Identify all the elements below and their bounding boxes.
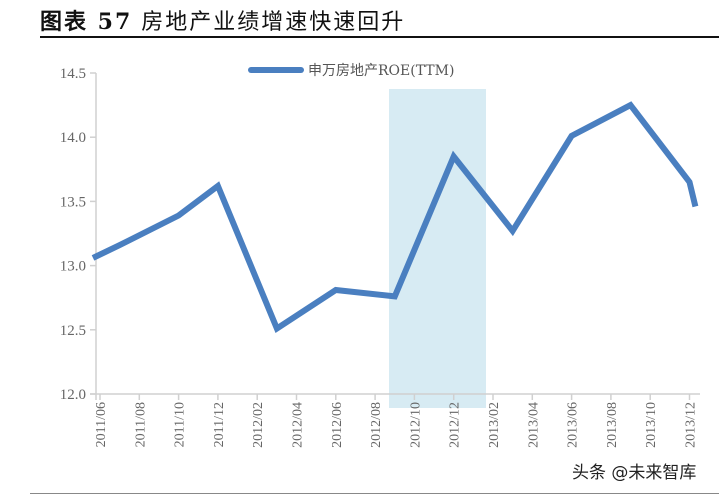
x-tick-label: 2012/02	[251, 402, 266, 448]
y-tick-label: 13.0	[60, 259, 86, 275]
chart-legend: 申万房地产ROE(TTM)	[248, 63, 454, 79]
chart-axes: 12.0 12.5 13.0 13.5 14.0 14.5 2011/06 2011/08 20…	[60, 66, 700, 448]
figure-title: 图表 57 房地产业绩增速快速回升	[40, 4, 405, 36]
y-tick-label: 12.5	[60, 323, 86, 339]
y-tick-label: 14.0	[60, 130, 86, 146]
legend-label: 申万房地产ROE(TTM)	[308, 63, 454, 79]
x-tick-label: 2011/08	[133, 402, 148, 447]
figure-label: 图表 57	[40, 9, 133, 35]
x-tick-label: 2012/10	[408, 402, 423, 448]
y-tick-label: 14.5	[60, 66, 86, 82]
y-tick-label: 13.5	[60, 194, 86, 210]
x-tick-label: 2013/04	[526, 402, 541, 448]
watermark: 头条 @未来智库	[572, 463, 697, 483]
y-tick-label: 12.0	[60, 387, 86, 403]
x-tick-label: 2013/06	[566, 402, 581, 448]
x-tick-label: 2011/06	[94, 402, 109, 447]
shaded-region	[389, 89, 486, 408]
x-tick-label: 2012/12	[448, 402, 463, 448]
x-tick-label: 2013/08	[605, 402, 620, 448]
series-line	[91, 101, 699, 333]
figure-title-text: 房地产业绩增速快速回升	[141, 10, 406, 35]
highlight-band	[389, 89, 486, 408]
x-tick-label: 2011/12	[212, 402, 227, 447]
x-tick-label: 2013/02	[487, 402, 502, 448]
x-tick-label: 2012/08	[369, 402, 384, 448]
title-divider	[40, 36, 719, 38]
x-tick-label: 2011/10	[173, 402, 188, 447]
data-series	[91, 101, 699, 333]
x-tick-label: 2012/06	[330, 402, 345, 448]
bottom-divider	[30, 493, 719, 494]
x-tick-label: 2013/10	[644, 402, 659, 448]
x-tick-label: 2012/04	[291, 402, 306, 448]
x-tick-label: 2013/12	[684, 402, 699, 448]
